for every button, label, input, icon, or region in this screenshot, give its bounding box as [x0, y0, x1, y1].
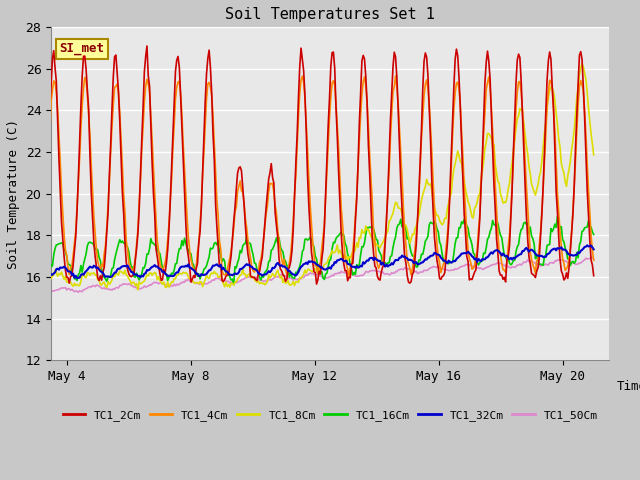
TC1_2Cm — [546, 49, 554, 55]
TC1_4Cm — [356, 112, 364, 118]
TC1_32Cm — [73, 276, 81, 281]
Line: TC1_4Cm: TC1_4Cm — [36, 76, 594, 276]
TC1_2Cm — [422, 50, 429, 56]
TC1_8Cm — [420, 187, 428, 193]
TC1_16Cm — [420, 246, 428, 252]
TC1_2Cm — [313, 281, 321, 287]
TC1_32Cm — [420, 258, 428, 264]
TC1_4Cm — [74, 179, 82, 184]
TC1_2Cm — [358, 58, 365, 64]
TC1_4Cm — [422, 81, 429, 87]
TC1_16Cm — [356, 252, 364, 258]
TC1_8Cm — [578, 60, 586, 66]
TC1_8Cm — [590, 152, 598, 158]
TC1_2Cm — [476, 217, 484, 223]
TC1_4Cm — [546, 77, 554, 83]
TC1_32Cm — [475, 256, 483, 262]
TC1_16Cm — [74, 272, 82, 277]
TC1_16Cm — [230, 282, 237, 288]
TC1_50Cm — [475, 264, 483, 270]
TC1_2Cm — [74, 176, 82, 182]
TC1_50Cm — [588, 254, 595, 260]
TC1_50Cm — [32, 288, 40, 294]
TC1_50Cm — [590, 256, 598, 262]
TC1_4Cm — [345, 273, 353, 279]
X-axis label: Time: Time — [616, 380, 640, 393]
TC1_4Cm — [464, 247, 472, 253]
TC1_32Cm — [356, 263, 364, 269]
Line: TC1_32Cm: TC1_32Cm — [36, 245, 594, 278]
Line: TC1_50Cm: TC1_50Cm — [36, 257, 594, 294]
TC1_2Cm — [464, 259, 472, 264]
TC1_50Cm — [38, 291, 46, 297]
TC1_2Cm — [32, 271, 40, 276]
TC1_8Cm — [463, 192, 470, 198]
TC1_16Cm — [32, 255, 40, 261]
TC1_8Cm — [32, 277, 40, 283]
TC1_8Cm — [134, 287, 141, 293]
Line: TC1_16Cm: TC1_16Cm — [36, 216, 594, 285]
TC1_32Cm — [584, 242, 591, 248]
TC1_32Cm — [545, 251, 552, 257]
TC1_2Cm — [590, 273, 598, 278]
TC1_50Cm — [463, 262, 470, 267]
TC1_4Cm — [32, 259, 40, 264]
TC1_4Cm — [392, 73, 399, 79]
TC1_16Cm — [590, 231, 598, 237]
TC1_50Cm — [420, 267, 428, 273]
TC1_8Cm — [475, 193, 483, 199]
Legend: TC1_2Cm, TC1_4Cm, TC1_8Cm, TC1_16Cm, TC1_32Cm, TC1_50Cm: TC1_2Cm, TC1_4Cm, TC1_8Cm, TC1_16Cm, TC1… — [58, 406, 602, 425]
Title: Soil Temperatures Set 1: Soil Temperatures Set 1 — [225, 7, 435, 22]
TC1_16Cm — [475, 262, 483, 268]
TC1_4Cm — [590, 257, 598, 263]
TC1_50Cm — [76, 288, 83, 294]
Y-axis label: Soil Temperature (C): Soil Temperature (C) — [7, 119, 20, 269]
TC1_16Cm — [463, 223, 470, 228]
TC1_8Cm — [356, 236, 364, 241]
Line: TC1_2Cm: TC1_2Cm — [36, 46, 594, 284]
TC1_16Cm — [545, 242, 552, 248]
TC1_32Cm — [590, 246, 598, 252]
TC1_50Cm — [356, 273, 364, 278]
TC1_32Cm — [32, 267, 40, 273]
Line: TC1_8Cm: TC1_8Cm — [36, 63, 594, 290]
TC1_32Cm — [463, 250, 470, 256]
TC1_16Cm — [554, 214, 561, 219]
TC1_32Cm — [76, 275, 83, 281]
TC1_2Cm — [143, 43, 151, 49]
TC1_50Cm — [545, 262, 552, 268]
TC1_8Cm — [545, 94, 552, 100]
TC1_8Cm — [74, 283, 82, 288]
TC1_4Cm — [476, 213, 484, 218]
Text: SI_met: SI_met — [60, 42, 104, 55]
